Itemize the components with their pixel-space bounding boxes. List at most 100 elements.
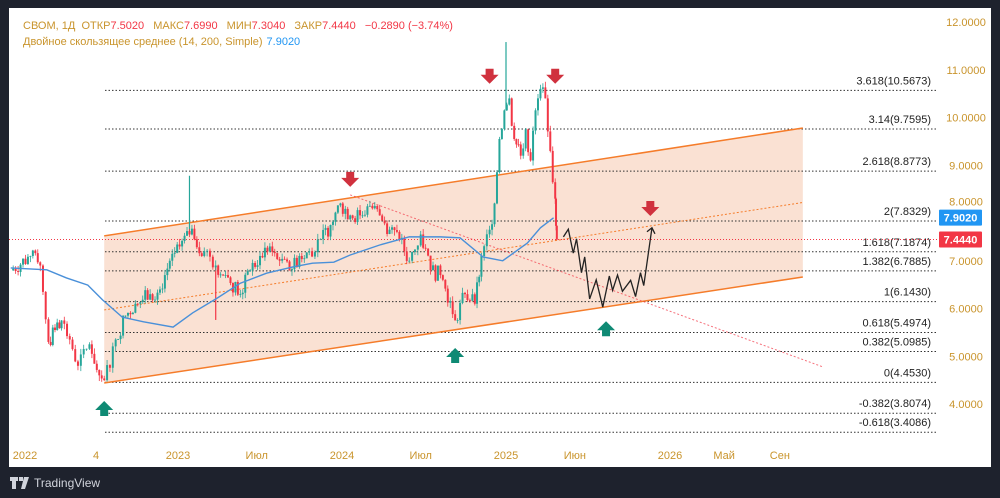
candle xyxy=(208,250,211,257)
candle xyxy=(334,212,337,222)
candle xyxy=(41,265,44,292)
y-tick-label: 9.0000 xyxy=(949,160,983,172)
ma-price-tag xyxy=(939,209,982,226)
candle xyxy=(529,152,532,161)
candle xyxy=(47,319,50,342)
tradingview-logo[interactable]: TradingView xyxy=(10,476,100,490)
candle xyxy=(217,265,220,275)
candle xyxy=(376,205,379,210)
candle xyxy=(305,252,308,259)
candle xyxy=(227,275,230,278)
buy-arrow-icon xyxy=(95,400,114,416)
y-tick-label: 5.0000 xyxy=(949,351,983,363)
candle xyxy=(103,378,106,381)
y-tick-label: 10.0000 xyxy=(946,113,986,125)
candle xyxy=(319,239,322,241)
candle xyxy=(154,299,157,301)
candle xyxy=(251,262,254,271)
candle xyxy=(244,274,247,293)
candle xyxy=(322,229,325,240)
candle xyxy=(461,292,464,303)
candle xyxy=(44,291,47,320)
candle xyxy=(393,227,396,231)
candle xyxy=(498,138,501,173)
candle xyxy=(290,269,293,271)
candle xyxy=(388,229,391,235)
candle xyxy=(327,227,330,237)
price-chart[interactable]: 3.618(10.5673) 3.14(9.7595) 2.618(8.8773) 2… xyxy=(9,8,991,467)
x-tick-label: 2024 xyxy=(330,450,354,462)
candle xyxy=(488,229,491,235)
candle xyxy=(163,275,166,289)
channel-fill xyxy=(104,128,803,383)
candle xyxy=(139,301,142,304)
candle xyxy=(408,260,411,262)
candle xyxy=(422,234,425,248)
candle xyxy=(222,274,225,276)
indicator-legend[interactable]: Двойное скользящее среднее (14, 200, Sim… xyxy=(23,36,300,48)
candle xyxy=(411,252,414,261)
candle xyxy=(485,234,488,247)
fib-level-label: 0(4.4530) xyxy=(884,367,931,379)
candle xyxy=(34,250,37,254)
candle xyxy=(29,255,32,257)
candle xyxy=(349,215,352,220)
candle xyxy=(378,209,381,216)
candle xyxy=(39,262,42,266)
candle xyxy=(468,299,471,301)
x-tick-label: 2025 xyxy=(494,450,518,462)
candle xyxy=(519,144,522,156)
x-tick-label: 2026 xyxy=(658,450,682,462)
candle xyxy=(527,129,530,153)
sell-arrow-icon xyxy=(341,171,360,187)
candle xyxy=(546,98,549,132)
candle xyxy=(17,270,20,272)
candle xyxy=(60,320,63,329)
high-label: МАКС xyxy=(153,20,184,32)
candle xyxy=(31,250,34,256)
candle xyxy=(129,312,132,315)
candle xyxy=(200,253,203,256)
candle xyxy=(424,247,427,249)
fib-level-label: -0.618(3.4086) xyxy=(859,417,931,429)
candle xyxy=(51,327,54,345)
candle xyxy=(114,339,117,347)
candle xyxy=(156,292,159,300)
candle xyxy=(281,258,284,261)
candle xyxy=(254,262,257,267)
channel-lower-line xyxy=(104,276,803,384)
candle xyxy=(295,257,298,268)
candle xyxy=(386,223,389,235)
candle xyxy=(12,268,15,271)
candle xyxy=(339,203,342,206)
close-label: ЗАКР xyxy=(294,20,323,32)
candle xyxy=(168,260,171,269)
candle xyxy=(206,250,209,252)
candle xyxy=(524,129,527,149)
candle xyxy=(198,247,201,254)
candle xyxy=(359,210,362,216)
candle xyxy=(441,275,444,280)
candle xyxy=(151,294,154,301)
candle xyxy=(144,290,147,300)
x-tick-label: Июл xyxy=(410,450,432,462)
candle xyxy=(181,240,184,247)
candle xyxy=(271,246,274,252)
y-tick-label: 6.0000 xyxy=(949,304,983,316)
candle xyxy=(361,215,364,217)
last-price-tag xyxy=(939,231,982,248)
candle xyxy=(211,256,214,268)
candle xyxy=(464,292,466,295)
candle xyxy=(293,257,296,270)
candle xyxy=(298,255,301,268)
candle xyxy=(449,301,452,303)
candle xyxy=(505,104,508,111)
fib-level-label: 2(7.8329) xyxy=(884,206,931,218)
chart-panel[interactable]: 3.618(10.5673) 3.14(9.7595) 2.618(8.8773) 2… xyxy=(9,8,991,467)
candle xyxy=(117,339,120,340)
candle xyxy=(93,353,96,364)
fib-level-label: 3.14(9.7595) xyxy=(869,114,931,126)
candle xyxy=(22,258,25,265)
buy-arrow-icon xyxy=(446,347,465,363)
candle xyxy=(555,225,558,240)
